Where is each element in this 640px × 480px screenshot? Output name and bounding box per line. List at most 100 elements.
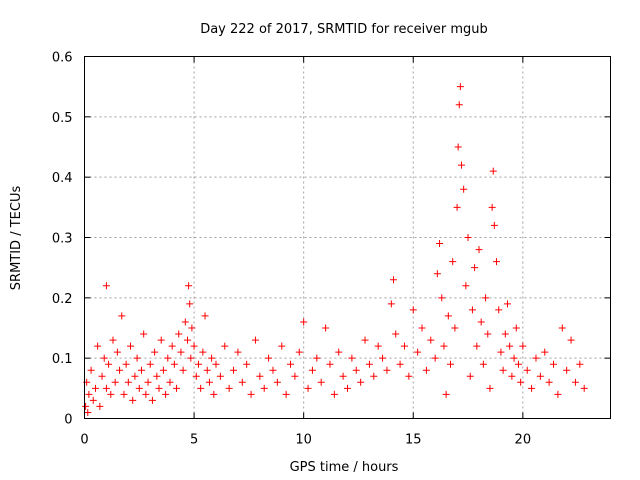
data-point: [216, 372, 224, 380]
data-point: [186, 300, 194, 308]
data-point: [454, 143, 462, 151]
data-point: [457, 161, 465, 169]
data-point: [208, 354, 216, 362]
data-point: [405, 372, 413, 380]
data-point: [113, 348, 121, 356]
data-point: [157, 336, 165, 344]
data-point: [185, 282, 193, 290]
data-point: [135, 384, 143, 392]
data-point: [558, 324, 566, 332]
data-point: [365, 360, 373, 368]
y-tick-label: 0.5: [52, 111, 73, 126]
data-point: [247, 390, 255, 398]
data-point: [84, 408, 92, 416]
data-point: [495, 306, 503, 314]
data-point: [181, 318, 189, 326]
data-point: [148, 396, 156, 404]
data-point: [541, 348, 549, 356]
data-point: [85, 390, 93, 398]
data-point: [447, 360, 455, 368]
data-point: [374, 342, 382, 350]
data-point: [510, 354, 518, 362]
data-point: [122, 360, 130, 368]
y-tick-label: 0.2: [52, 292, 73, 307]
data-point: [326, 360, 334, 368]
data-point: [168, 342, 176, 350]
data-point: [545, 378, 553, 386]
data-point: [390, 276, 398, 284]
data-point: [137, 366, 145, 374]
plot-frame: [84, 56, 611, 419]
data-point: [184, 336, 192, 344]
data-point: [532, 354, 540, 362]
data-point: [580, 384, 588, 392]
y-tick-label: 0.6: [52, 51, 73, 66]
data-point: [563, 366, 571, 374]
data-point: [484, 330, 492, 338]
data-point: [251, 336, 259, 344]
data-point: [517, 378, 525, 386]
x-tick-label: 15: [405, 433, 422, 448]
data-point: [124, 378, 132, 386]
data-point: [159, 366, 167, 374]
x-axis-label: GPS time / hours: [290, 460, 399, 475]
data-point: [102, 384, 110, 392]
data-point: [317, 378, 325, 386]
data-point: [166, 378, 174, 386]
data-point: [352, 366, 360, 374]
data-point: [322, 324, 330, 332]
data-point: [427, 336, 435, 344]
data-point: [238, 378, 246, 386]
data-point: [348, 354, 356, 362]
data-point: [308, 366, 316, 374]
data-point: [330, 390, 338, 398]
data-point: [151, 348, 159, 356]
data-point: [456, 83, 464, 91]
data-point: [269, 366, 277, 374]
data-point: [300, 318, 308, 326]
data-point: [116, 366, 124, 374]
data-point: [100, 354, 108, 362]
data-point: [173, 384, 181, 392]
data-point: [444, 312, 452, 320]
data-point: [107, 390, 115, 398]
grid: [84, 56, 611, 419]
data-point: [455, 101, 463, 109]
data-point: [282, 390, 290, 398]
x-tick-label: 0: [80, 433, 88, 448]
data-point: [451, 324, 459, 332]
data-point: [471, 264, 479, 272]
data-point: [234, 348, 242, 356]
data-point: [409, 306, 417, 314]
data-point: [536, 372, 544, 380]
data-point: [221, 342, 229, 350]
data-point: [177, 348, 185, 356]
data-point: [414, 348, 422, 356]
data-point: [162, 390, 170, 398]
data-point: [109, 336, 117, 344]
data-point: [197, 384, 205, 392]
data-point: [482, 294, 490, 302]
y-tick-label: 0.4: [52, 171, 73, 186]
data-point: [105, 360, 113, 368]
data-point: [387, 300, 395, 308]
data-point: [295, 348, 303, 356]
y-axis-label: SRMTID / TECUs: [9, 186, 24, 291]
data-point: [550, 360, 558, 368]
data-point: [278, 342, 286, 350]
data-point: [512, 324, 520, 332]
data-point: [383, 366, 391, 374]
data-point: [164, 354, 172, 362]
data-point: [313, 354, 321, 362]
data-point: [335, 348, 343, 356]
y-tick-label: 0: [64, 413, 72, 428]
data-point: [519, 342, 527, 350]
data-point: [179, 366, 187, 374]
data-point: [344, 384, 351, 392]
chart-title: Day 222 of 2017, SRMTID for receiver mgu…: [200, 22, 488, 37]
data-point: [554, 390, 562, 398]
data-point: [396, 360, 404, 368]
data-point: [120, 390, 128, 398]
data-point: [508, 372, 516, 380]
